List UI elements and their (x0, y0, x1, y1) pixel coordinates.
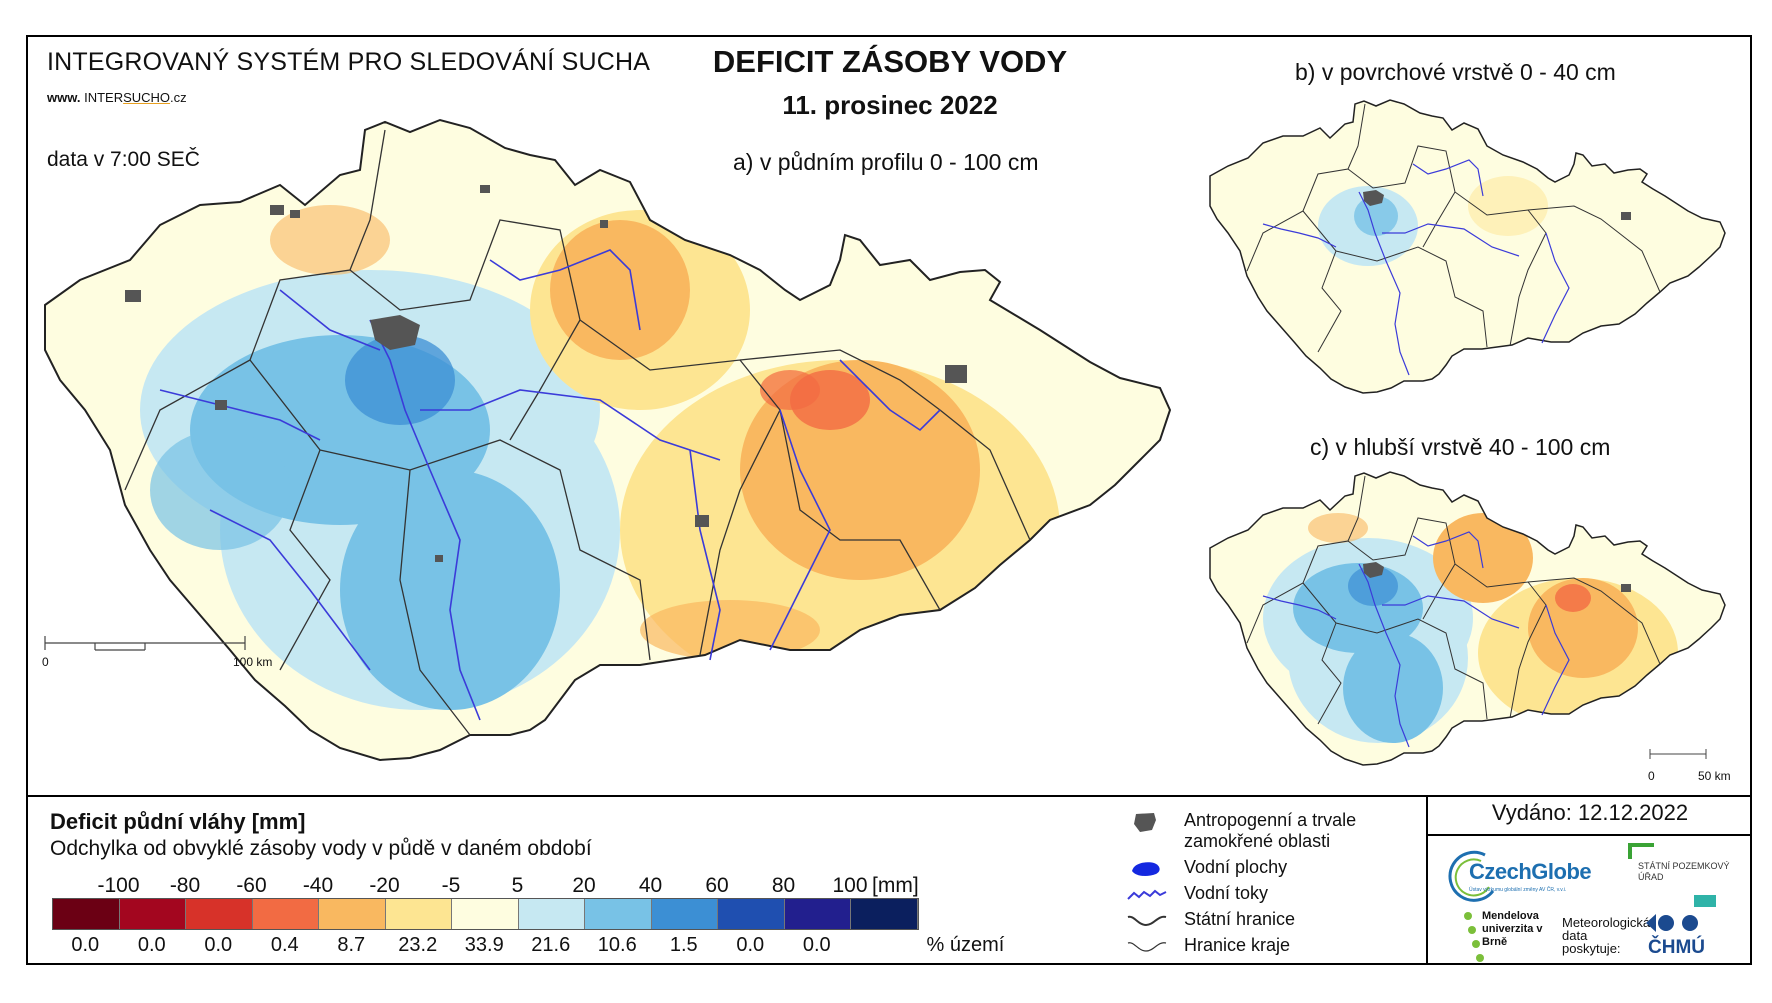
symbol-urban-label: Antropogenní a trvale zamokřené oblasti (1184, 810, 1357, 851)
legend-tick: -100 (97, 874, 140, 897)
legend-tick: -20 (369, 874, 400, 897)
region-border-icon (1127, 942, 1167, 952)
logo-divider (1426, 795, 1428, 965)
issued-date: Vydáno: 12.12.2022 (1491, 800, 1689, 825)
legend-swatch (784, 899, 851, 929)
water-body-icon (1132, 862, 1160, 876)
legend-swatch (651, 899, 718, 929)
mendel-text: Mendelova univerzita v Brně (1482, 910, 1543, 948)
www-suffix: .cz (170, 90, 187, 105)
legend-tick: -5 (441, 874, 461, 897)
legend-unit: [mm] (872, 874, 919, 897)
legend-percentage: 33.9 (464, 934, 504, 956)
legend-percentage: 21.6 (531, 934, 571, 956)
legend-title: Deficit půdní vláhy [mm] (50, 809, 306, 834)
czechglobe-subtext: Ústav výzkumu globální změny AV ČR, v.v.… (1469, 887, 1567, 893)
legend-swatch (252, 899, 319, 929)
legend-pct-unit: % území (926, 934, 1005, 956)
symbol-state-border-label: Státní hranice (1184, 909, 1296, 929)
issued-divider (1426, 834, 1752, 836)
legend-tick: 5 (511, 874, 524, 897)
legend-subtitle: Odchylka od obvyklé zásoby vody v půdě v… (50, 837, 592, 860)
spu-text: STÁTNÍ POZEMKOVÝ ÚŘAD (1638, 861, 1730, 882)
legend-swatch (718, 899, 785, 929)
map-b-title: b) v povrchové vrstvě 0 - 40 cm (1295, 59, 1616, 85)
website-link[interactable]: www. INTERSUCHO.cz (47, 90, 187, 105)
legend-ticks: -100 -80 -60 -40 -20 -5 5 20 40 60 80 100 [mm] (50, 874, 950, 898)
legend-swatch (851, 899, 918, 929)
mendel-logo: Mendelova univerzita v Brně (1460, 908, 1560, 964)
scale-c-end: 50 km (1698, 769, 1731, 783)
czechglobe-text: CzechGlobe (1469, 859, 1592, 884)
map-c-title: c) v hlubší vrstvě 40 - 100 cm (1310, 434, 1611, 460)
legend-percentage: 1.5 (669, 934, 698, 956)
legend-percentage: 8.7 (337, 934, 366, 956)
legend-percentage: 0.0 (204, 934, 233, 956)
www-prefix: www. (47, 90, 81, 105)
symbol-region-border-label: Hranice kraje (1184, 935, 1291, 955)
legend-swatch (53, 899, 120, 929)
legend-color-bar (52, 898, 919, 930)
legend-swatch (452, 899, 519, 929)
legend-swatch (119, 899, 186, 929)
map-b (1209, 99, 1726, 394)
map-c (1209, 471, 1726, 766)
scale-c-start: 0 (1648, 769, 1655, 783)
legend-percentage: 0.0 (137, 934, 166, 956)
legend-percentage: 0.4 (270, 934, 299, 956)
legend-swatch (585, 899, 652, 929)
legend-percentage: 0.0 (71, 934, 100, 956)
river-icon (1127, 889, 1167, 900)
data-time: data v 7:00 SEČ (47, 148, 200, 171)
state-border-icon (1127, 915, 1167, 927)
map-a (44, 119, 1171, 761)
legend-tick: -60 (236, 874, 267, 897)
legend-tick: -80 (169, 874, 201, 897)
legend-swatch (385, 899, 452, 929)
urban-area-icon (1134, 813, 1156, 832)
spu-logo: STÁTNÍ POZEMKOVÝ ÚŘAD (1628, 843, 1738, 907)
legend-tick: 40 (638, 874, 663, 897)
scale-a-start: 0 (42, 655, 49, 669)
symbol-river-label: Vodní toky (1184, 883, 1269, 903)
www-inter: INTER (84, 90, 124, 105)
legend-swatch (186, 899, 253, 929)
map-date: 11. prosinec 2022 (782, 90, 998, 120)
map-a-title: a) v půdním profilu 0 - 100 cm (733, 149, 1039, 175)
legend-swatch (518, 899, 585, 929)
legend-percentages: 0.0 0.0 0.0 0.4 8.7 23.2 33.9 21.6 10.6 1.5 0.0 0.0… (50, 934, 1010, 958)
legend-divider (26, 795, 1752, 797)
mendel-dots-icon (1464, 912, 1484, 962)
legend-tick: 60 (705, 874, 729, 897)
czechglobe-logo: CzechGlobe Ústav výzkumu globální změny … (1445, 843, 1615, 915)
spu-flag-icon (1628, 843, 1654, 859)
spu-mark-icon (1694, 895, 1716, 907)
system-title: INTEGROVANÝ SYSTÉM PRO SLEDOVÁNÍ SUCHA (47, 48, 651, 76)
www-sucho: SUCHO (123, 90, 171, 105)
chmu-logo-icon (1646, 914, 1698, 932)
legend-percentage: 0.0 (736, 934, 765, 956)
legend-percentage: 10.6 (597, 934, 637, 956)
czechglobe-swirl-icon (1448, 850, 1495, 902)
legend-percentage: 0.0 (802, 934, 831, 956)
scale-a-end: 100 km (233, 655, 273, 669)
meteo-data-text: Meteorologická data poskytuje: (1562, 915, 1651, 956)
legend-tick: 20 (572, 874, 596, 897)
chmu-text: ČHMÚ (1648, 937, 1705, 958)
legend-swatch (319, 899, 386, 929)
symbol-water-label: Vodní plochy (1184, 857, 1288, 877)
main-title: DEFICIT ZÁSOBY VODY (712, 44, 1068, 79)
legend-percentage: 23.2 (398, 934, 438, 956)
legend-tick: 80 (771, 874, 796, 897)
map-frame (26, 35, 1752, 965)
legend-tick: -40 (302, 874, 334, 897)
legend-tick: 100 (832, 874, 868, 897)
